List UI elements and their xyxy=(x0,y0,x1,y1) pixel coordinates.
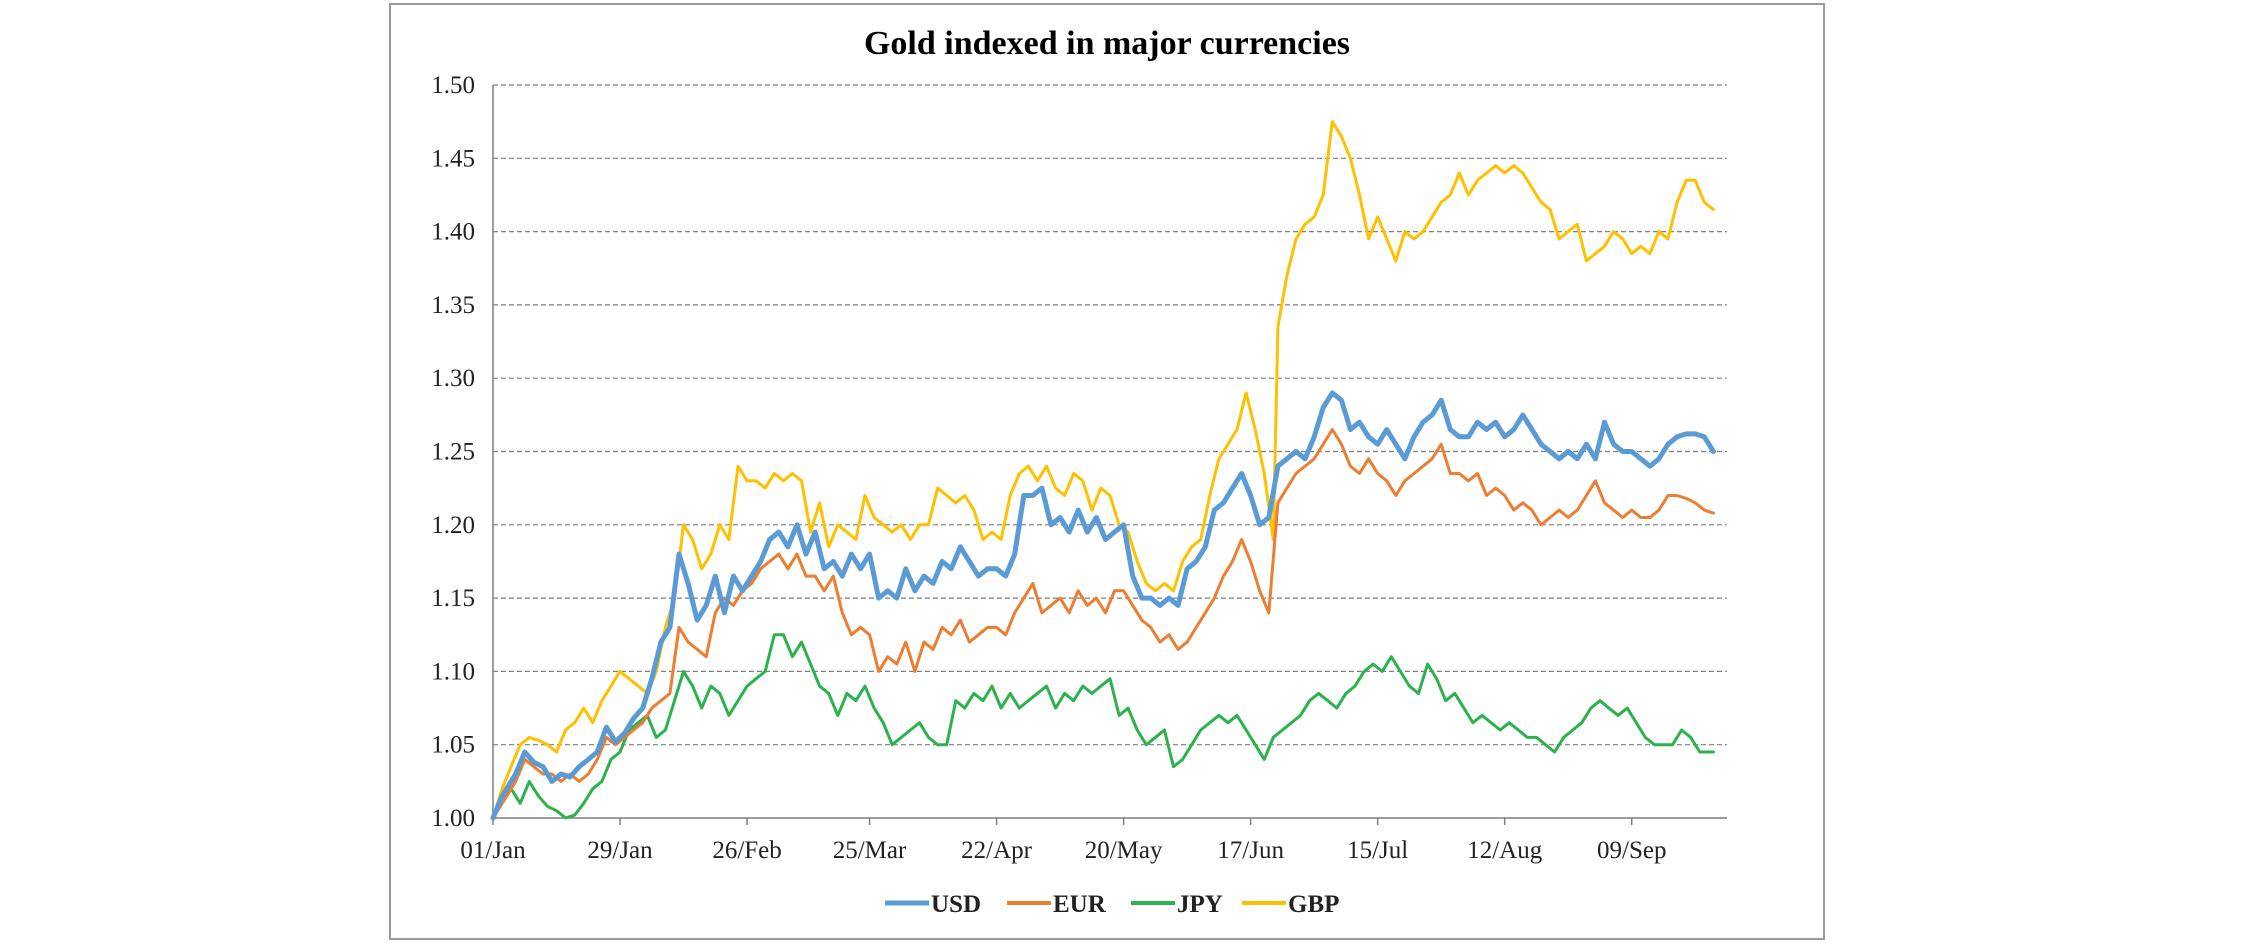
y-axis-ticks: 1.00 1.05 1.10 1.15 1.20 1.25 1.30 1.35 1.40 1.45… xyxy=(431,72,475,832)
series-lines xyxy=(490,120,1716,821)
y-tick-label: 1.20 xyxy=(431,512,475,539)
legend-label-eur: EUR xyxy=(1053,891,1107,918)
x-tick-label: 15/Jul xyxy=(1347,837,1408,864)
series-line-jpy xyxy=(491,633,1715,820)
series-line-gbp xyxy=(491,120,1715,820)
y-tick-label: 1.10 xyxy=(431,658,475,685)
y-tick-label: 1.35 xyxy=(431,292,475,319)
y-tick-label: 1.15 xyxy=(431,585,475,612)
y-tick-label: 1.05 xyxy=(431,732,475,759)
x-tick-label: 20/May xyxy=(1085,837,1163,864)
series-line-usd xyxy=(490,390,1716,821)
x-tick-label: 29/Jan xyxy=(587,837,653,864)
gridlines xyxy=(493,84,1727,746)
series-line-eur xyxy=(491,428,1715,820)
y-tick-label: 1.25 xyxy=(431,439,475,466)
chart-title: Gold indexed in major currencies xyxy=(864,25,1350,62)
legend-label-usd: USD xyxy=(931,891,981,918)
x-tick-label: 22/Apr xyxy=(961,837,1033,864)
y-tick-label: 1.50 xyxy=(431,72,475,99)
x-tick-label: 17/Jun xyxy=(1217,837,1284,864)
x-tick-label: 25/Mar xyxy=(833,837,907,864)
axes xyxy=(492,85,1727,819)
y-tick-label: 1.45 xyxy=(431,145,475,172)
x-tick-label: 09/Sep xyxy=(1597,837,1666,864)
legend-label-gbp: GBP xyxy=(1288,891,1339,918)
x-axis-ticks: 01/Jan 29/Jan 26/Feb 25/Mar 22/Apr 20/May 17/J… xyxy=(460,818,1666,864)
chart-frame xyxy=(389,3,1825,940)
y-tick-label: 1.40 xyxy=(431,219,475,246)
x-tick-label: 12/Aug xyxy=(1467,837,1543,864)
legend-label-jpy: JPY xyxy=(1177,891,1223,918)
y-tick-label: 1.30 xyxy=(431,365,475,392)
legend: USD EUR JPY GBP xyxy=(885,891,1339,918)
x-tick-label: 01/Jan xyxy=(460,837,526,864)
y-tick-label: 1.00 xyxy=(431,805,475,832)
x-tick-label: 26/Feb xyxy=(712,837,781,864)
